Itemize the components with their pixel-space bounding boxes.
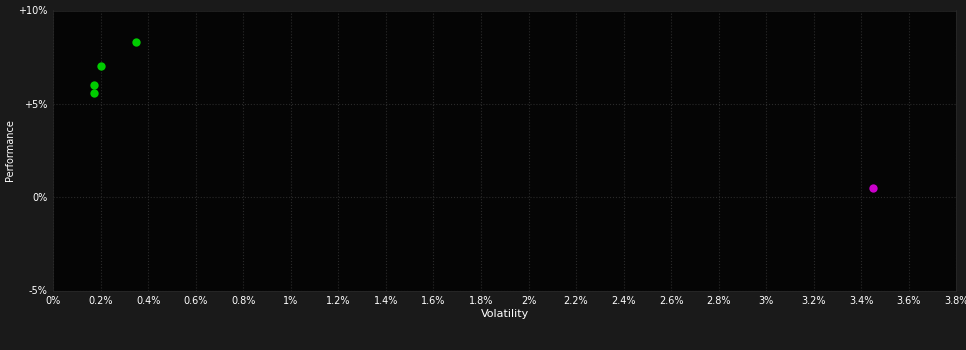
Point xyxy=(866,185,881,191)
X-axis label: Volatility: Volatility xyxy=(481,309,528,319)
Point xyxy=(93,64,108,69)
Point xyxy=(128,40,144,45)
Point xyxy=(86,90,101,96)
Y-axis label: Performance: Performance xyxy=(6,120,15,181)
Point xyxy=(86,82,101,88)
